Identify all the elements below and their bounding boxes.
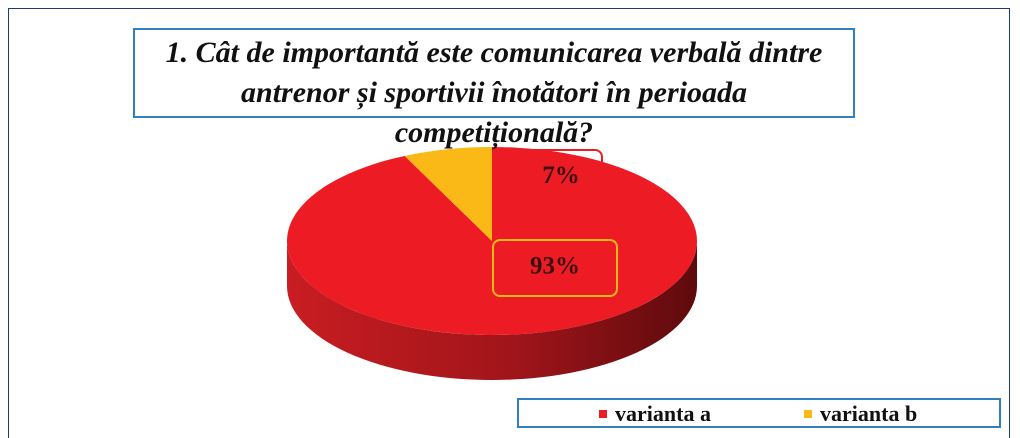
data-label: 93% xyxy=(530,253,580,280)
data-label-box xyxy=(492,239,618,297)
data-label-box xyxy=(519,149,603,206)
pie-slice xyxy=(404,147,492,241)
frame xyxy=(8,8,1010,438)
legend-entry: varianta b xyxy=(804,401,917,427)
legend-swatch xyxy=(599,410,607,418)
legend: varianta a varianta b xyxy=(517,398,1001,428)
legend-label: varianta b xyxy=(820,401,918,426)
data-label: 7% xyxy=(542,162,580,189)
chart-title: 1. Cât de importantă este comunicarea ve… xyxy=(133,28,855,149)
legend-label: varianta a xyxy=(615,401,711,426)
legend-swatch xyxy=(804,410,812,418)
pie-side xyxy=(287,241,697,380)
pie-slice xyxy=(286,147,697,336)
legend-entry: varianta a xyxy=(599,401,711,427)
